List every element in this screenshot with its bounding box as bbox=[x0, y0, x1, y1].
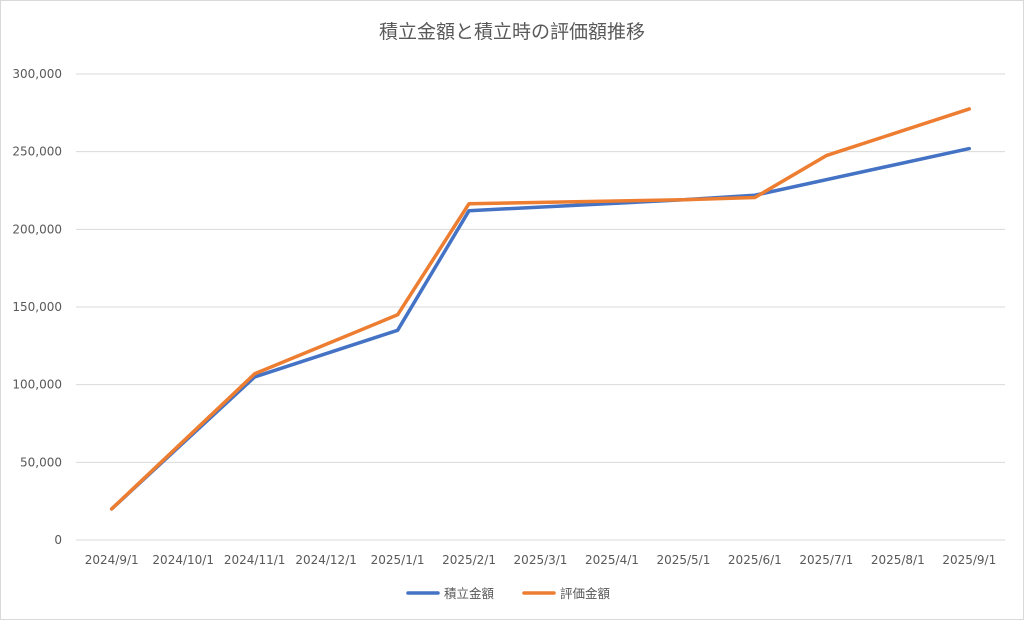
y-tick-label: 300,000 bbox=[12, 67, 62, 81]
x-tick-label: 2025/1/1 bbox=[371, 553, 425, 567]
x-tick-label: 2025/6/1 bbox=[728, 553, 782, 567]
x-tick-label: 2025/9/1 bbox=[942, 553, 996, 567]
x-tick-label: 2024/10/1 bbox=[152, 553, 214, 567]
y-tick-label: 150,000 bbox=[12, 300, 62, 314]
x-tick-label: 2024/12/1 bbox=[295, 553, 357, 567]
y-axis-tick-labels: 0 50,000 100,000 150,000 200,000 250,000 300,0… bbox=[12, 67, 62, 547]
x-tick-label: 2024/11/1 bbox=[224, 553, 286, 567]
y-tick-label: 100,000 bbox=[12, 378, 62, 392]
x-tick-label: 2024/9/1 bbox=[85, 553, 139, 567]
legend-label: 評価金額 bbox=[560, 586, 611, 601]
x-tick-label: 2025/7/1 bbox=[799, 553, 853, 567]
x-tick-label: 2025/2/1 bbox=[442, 553, 496, 567]
legend: 積立金額 評価金額 bbox=[406, 586, 611, 601]
gridlines bbox=[76, 73, 1005, 541]
x-tick-label: 2025/4/1 bbox=[585, 553, 639, 567]
legend-label: 積立金額 bbox=[444, 586, 495, 601]
x-tick-label: 2025/5/1 bbox=[656, 553, 710, 567]
y-tick-label: 50,000 bbox=[20, 455, 62, 469]
series-line-1 bbox=[109, 146, 972, 511]
x-axis-tick-labels: 2024/9/1 2024/10/1 2024/11/1 2024/12/1 2025/… bbox=[85, 553, 996, 567]
y-tick-label: 0 bbox=[54, 533, 62, 547]
series-lines bbox=[109, 107, 972, 511]
chart-title: 積立金額と積立時の評価額推移 bbox=[379, 21, 645, 43]
y-tick-label: 200,000 bbox=[12, 222, 62, 236]
x-tick-label: 2025/8/1 bbox=[871, 553, 925, 567]
series-line-2 bbox=[109, 107, 972, 511]
x-tick-label: 2025/3/1 bbox=[514, 553, 568, 567]
y-tick-label: 250,000 bbox=[12, 145, 62, 159]
